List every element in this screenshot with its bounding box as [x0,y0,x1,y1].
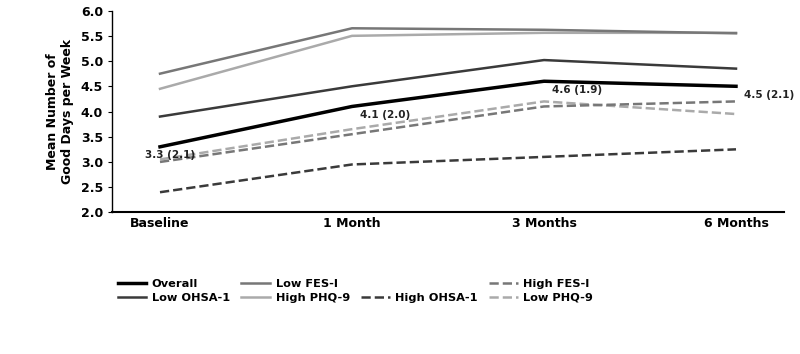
Text: 4.1 (2.0): 4.1 (2.0) [360,110,410,120]
Text: 4.6 (1.9): 4.6 (1.9) [552,85,602,95]
Y-axis label: Mean Number of
Good Days per Week: Mean Number of Good Days per Week [46,39,74,184]
Text: 4.5 (2.1): 4.5 (2.1) [744,90,794,100]
Text: 3.3 (2.1): 3.3 (2.1) [145,150,194,160]
Legend: Overall, Low OHSA-1, Low FES-I, High PHQ-9, , High OHSA-1, High FES-I, Low PHQ-9: Overall, Low OHSA-1, Low FES-I, High PHQ… [118,279,594,303]
